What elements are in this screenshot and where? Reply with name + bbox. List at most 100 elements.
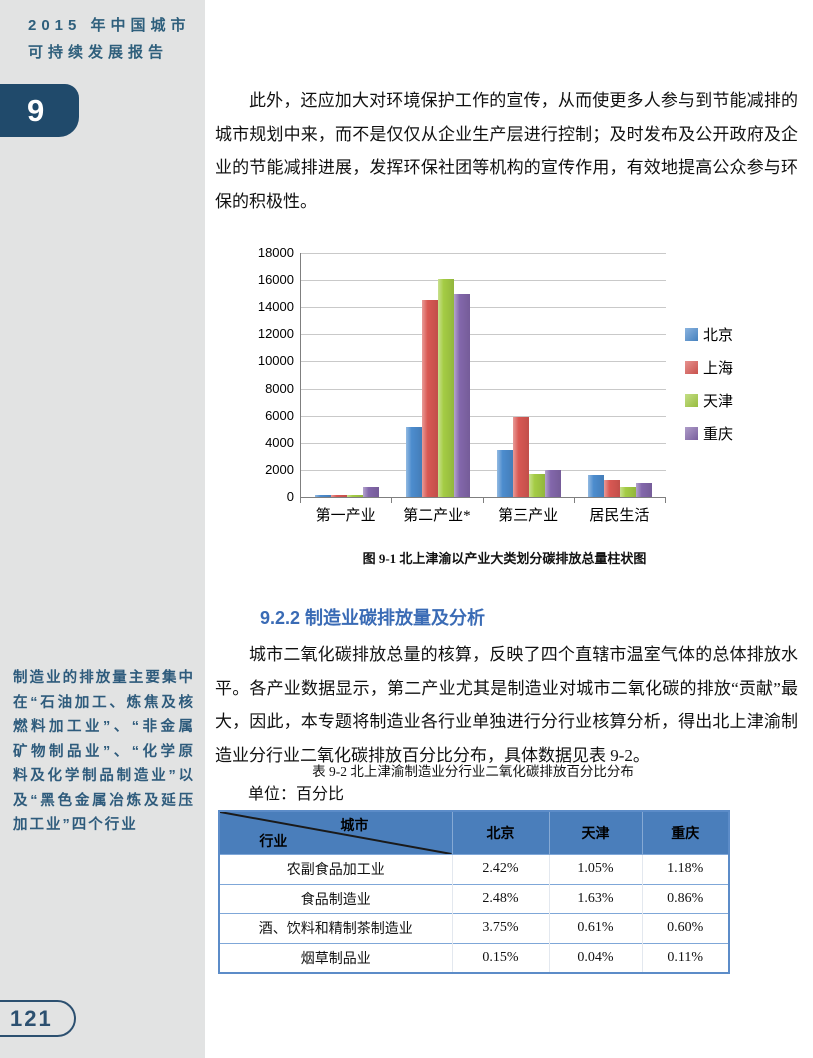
x-axis-category-label: 居民生活 <box>589 508 650 524</box>
x-axis-category-label: 第三产业 <box>498 508 559 524</box>
diagonal-divider <box>220 812 452 854</box>
x-axis-tick <box>392 498 484 503</box>
sidebar-margin-note: 制造业的排放量主要集中在“石油加工、炼焦及核燃料加工业”、“非金属矿物制品业”、… <box>13 670 195 833</box>
cell-value: 1.63% <box>548 883 642 914</box>
cell-value: 2.42% <box>451 854 549 884</box>
y-axis-tick-label: 6000 <box>265 407 294 423</box>
x-axis-category-label: 第一产业 <box>315 508 376 524</box>
bar-北京-第三产业 <box>497 450 514 497</box>
legend-label: 北京 <box>703 327 734 344</box>
legend-item-重庆: 重庆 <box>685 423 733 443</box>
legend-swatch <box>685 426 698 440</box>
cell-value: 0.61% <box>548 913 642 943</box>
legend-label: 上海 <box>703 360 734 377</box>
chapter-badge: 9 <box>0 84 79 137</box>
gridline <box>301 307 666 309</box>
legend-swatch <box>685 393 698 407</box>
paragraph-2: 城市二氧化碳排放总量的核算，反映了四个直辖市温室气体的总体排放水平。各产业数据显… <box>215 645 798 765</box>
report-title-line2: 可持续发展报告 <box>28 44 169 61</box>
gridline <box>301 388 666 390</box>
row-industry: 食品制造业 <box>219 883 452 914</box>
gridline <box>301 334 666 336</box>
bar-北京-第一产业 <box>314 494 331 497</box>
bar-上海-第一产业 <box>330 494 347 497</box>
bar-上海-第三产业 <box>513 417 530 497</box>
bar-重庆-居民生活 <box>636 483 653 497</box>
bar-chart: 第一产业 第二产业* 第三产业 居民生活 北京上海天津重庆 0 2000 4000 6000… <box>252 240 757 530</box>
legend-item-北京: 北京 <box>685 324 733 344</box>
legend-item-天津: 天津 <box>685 390 733 410</box>
y-axis-tick-label: 4000 <box>265 434 294 450</box>
bar-上海-居民生活 <box>604 480 621 497</box>
x-axis-category-label: 第二产业* <box>403 508 471 524</box>
bar-北京-第二产业* <box>405 426 422 497</box>
bar-group <box>301 253 392 497</box>
table-row: 农副食品加工业 2.42% 1.05% 1.18% <box>219 854 729 884</box>
cell-value: 2.48% <box>451 883 549 914</box>
cell-value: 0.04% <box>548 942 642 973</box>
bar-group <box>392 253 483 497</box>
y-axis-tick-label: 12000 <box>257 326 294 342</box>
column-header-tianjin: 天津 <box>548 811 642 855</box>
legend-label: 重庆 <box>703 426 734 443</box>
y-axis-tick-label: 2000 <box>265 461 294 477</box>
cell-value: 0.86% <box>641 883 729 914</box>
legend-label: 天津 <box>703 393 734 410</box>
row-industry: 烟草制品业 <box>219 942 452 973</box>
chapter-number: 9 <box>27 92 45 128</box>
gridline <box>301 280 666 282</box>
row-industry: 农副食品加工业 <box>219 854 452 884</box>
y-axis-tick-label: 14000 <box>257 299 294 315</box>
y-axis-tick-label: 18000 <box>257 245 294 260</box>
cell-value: 0.60% <box>641 913 729 943</box>
y-axis-tick-label: 8000 <box>265 380 294 396</box>
gridline <box>301 361 666 363</box>
y-axis-tick-label: 16000 <box>257 272 294 288</box>
cell-value: 1.05% <box>548 854 642 884</box>
page-number-pill: 121 <box>0 1000 76 1037</box>
bar-天津-第一产业 <box>346 494 363 497</box>
figure-caption: 图 9-1 北上津渝以产业大类划分碳排放总量柱状图 <box>362 551 647 566</box>
table-corner-cell: 城市 行业 <box>219 811 452 855</box>
corner-label-industry: 行业 <box>259 835 288 850</box>
chart-plot-area <box>300 253 666 498</box>
x-axis-tick <box>301 498 393 503</box>
sidebar: 2015 年中国城市 可持续发展报告 9 制造业的排放量主要集中在“石油加工、炼… <box>0 0 205 1058</box>
gridline <box>301 469 666 471</box>
cell-value: 3.75% <box>451 913 549 943</box>
bar-重庆-第二产业* <box>453 293 470 497</box>
page-number: 121 <box>10 1005 53 1031</box>
x-axis-tick <box>484 498 575 503</box>
legend-swatch <box>685 360 698 374</box>
bar-group <box>575 253 666 497</box>
bar-天津-居民生活 <box>620 487 637 497</box>
table-row: 酒、饮料和精制茶制造业 3.75% 0.61% 0.60% <box>219 913 729 943</box>
table-row: 食品制造业 2.48% 1.63% 0.86% <box>219 883 729 914</box>
y-axis-tick-label: 10000 <box>257 353 294 369</box>
x-axis-labels: 第一产业 第二产业* 第三产业 居民生活 <box>300 504 665 525</box>
legend-item-上海: 上海 <box>685 357 733 377</box>
cell-value: 1.18% <box>641 854 729 884</box>
table-9-2: 城市 行业 北京 天津 重庆 农副食品加工业 2.42% 1.05% 1.18%… <box>218 810 730 974</box>
paragraph-1: 此外，还应加大对环境保护工作的宣传，从而使更多人参与到节能减排的城市规划中来，而… <box>215 91 798 211</box>
corner-label-city: 城市 <box>340 819 369 834</box>
legend-swatch <box>685 327 698 341</box>
report-title: 2015 年中国城市 可持续发展报告 <box>28 12 191 66</box>
bar-重庆-第三产业 <box>545 469 562 497</box>
bar-重庆-第一产业 <box>362 486 379 497</box>
bar-上海-第二产业* <box>421 300 438 497</box>
report-title-line1: 2015 年中国城市 <box>28 17 191 34</box>
bar-北京-居民生活 <box>588 475 605 497</box>
column-header-beijing: 北京 <box>451 811 549 855</box>
cell-value: 0.15% <box>451 942 549 973</box>
gridline <box>301 415 666 417</box>
x-axis-ticks <box>300 498 666 503</box>
x-axis-tick <box>575 498 666 503</box>
y-axis-tick-label: 0 <box>286 489 294 504</box>
bar-group <box>484 253 575 497</box>
row-industry: 酒、饮料和精制茶制造业 <box>219 913 452 943</box>
gridline <box>301 442 666 444</box>
section-heading-922: 9.2.2 制造业碳排放量及分析 <box>260 608 486 628</box>
column-header-chongqing: 重庆 <box>641 811 729 855</box>
